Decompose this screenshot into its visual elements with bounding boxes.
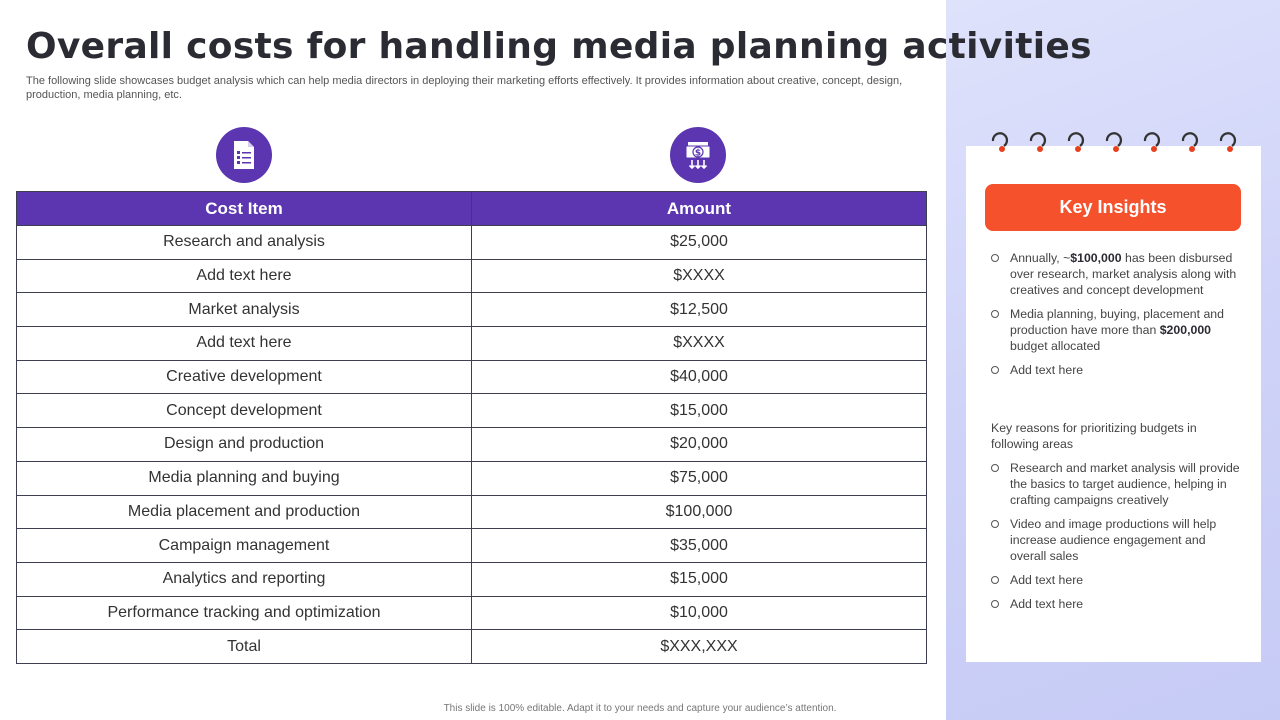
amount-cell: $100,000 xyxy=(471,494,927,530)
table-header-row: Cost Item Amount xyxy=(16,191,927,226)
insights-list: Annually, ~$100,000 has been disbursed o… xyxy=(991,250,1241,386)
table-row: Campaign management $35,000 xyxy=(16,528,927,563)
amount-cell: $20,000 xyxy=(471,427,927,462)
cost-item-cell: Creative development xyxy=(16,359,472,395)
key-insights-heading: Key Insights xyxy=(985,184,1241,231)
table-row: Market analysis $12,500 xyxy=(16,292,927,328)
footer-note: This slide is 100% editable. Adapt it to… xyxy=(443,703,837,714)
insights-notepad xyxy=(966,146,1261,662)
cost-item-cell: Add text here xyxy=(16,258,472,294)
bullet-icon xyxy=(991,520,999,528)
bullet-icon xyxy=(991,576,999,584)
amount-cell: $15,000 xyxy=(471,561,927,597)
column-header-amount: Amount xyxy=(471,191,927,226)
total-label-cell: Total xyxy=(16,629,472,664)
amount-cell: $12,500 xyxy=(471,292,927,328)
amount-cell: $15,000 xyxy=(471,393,927,429)
cost-item-cell: Research and analysis xyxy=(16,225,472,260)
cost-table: Cost Item Amount Research and analysis $2… xyxy=(16,191,927,664)
money-icon: $ xyxy=(670,127,726,183)
notepad-rings xyxy=(990,130,1240,160)
table-row: Media placement and production $100,000 xyxy=(16,494,927,530)
table-row: Analytics and reporting $15,000 xyxy=(16,561,927,597)
list-item: Add text here xyxy=(991,362,1241,378)
cost-item-cell: Add text here xyxy=(16,326,472,361)
amount-cell: $40,000 xyxy=(471,359,927,395)
cost-item-cell: Concept development xyxy=(16,393,472,429)
table-row: Design and production $20,000 xyxy=(16,427,927,462)
column-header-cost-item: Cost Item xyxy=(16,191,472,226)
table-row: Add text here $XXXX xyxy=(16,258,927,294)
bullet-icon xyxy=(991,366,999,374)
table-row: Performance tracking and optimization $10… xyxy=(16,595,927,631)
table-row: Creative development $40,000 xyxy=(16,359,927,395)
table-row: Concept development $15,000 xyxy=(16,393,927,429)
document-icon xyxy=(216,127,272,183)
cost-item-cell: Media planning and buying xyxy=(16,460,472,496)
cost-item-cell: Performance tracking and optimization xyxy=(16,595,472,631)
list-item: Annually, ~$100,000 has been disbursed o… xyxy=(991,250,1241,298)
list-item: Research and market analysis will provid… xyxy=(991,460,1241,508)
table-total-row: Total $XXX,XXX xyxy=(16,629,927,664)
cost-item-cell: Market analysis xyxy=(16,292,472,328)
amount-cell: $XXXX xyxy=(471,258,927,294)
amount-cell: $XXXX xyxy=(471,326,927,361)
amount-cell: $35,000 xyxy=(471,528,927,563)
amount-cell: $10,000 xyxy=(471,595,927,631)
svg-text:$: $ xyxy=(695,149,701,159)
table-row: Research and analysis $25,000 xyxy=(16,225,927,260)
list-item: Media planning, buying, placement and pr… xyxy=(991,306,1241,354)
list-item: Add text here xyxy=(991,596,1241,612)
amount-cell: $25,000 xyxy=(471,225,927,260)
table-row: Add text here $XXXX xyxy=(16,326,927,361)
cost-item-cell: Media placement and production xyxy=(16,494,472,530)
cost-item-cell: Analytics and reporting xyxy=(16,561,472,597)
reasons-heading: Key reasons for prioritizing budgets in … xyxy=(991,421,1197,451)
bullet-icon xyxy=(991,464,999,472)
bullet-icon xyxy=(991,310,999,318)
total-amount-cell: $XXX,XXX xyxy=(471,629,927,664)
reasons-list: Research and market analysis will provid… xyxy=(991,460,1241,620)
bullet-icon xyxy=(991,600,999,608)
list-item: Add text here xyxy=(991,572,1241,588)
amount-cell: $75,000 xyxy=(471,460,927,496)
slide-title: Overall costs for handling media plannin… xyxy=(26,26,1092,67)
cost-item-cell: Campaign management xyxy=(16,528,472,563)
slide-subtitle: The following slide showcases budget ana… xyxy=(26,75,903,101)
list-item: Video and image productions will help in… xyxy=(991,516,1241,564)
cost-item-cell: Design and production xyxy=(16,427,472,462)
bullet-icon xyxy=(991,254,999,262)
table-row: Media planning and buying $75,000 xyxy=(16,460,927,496)
